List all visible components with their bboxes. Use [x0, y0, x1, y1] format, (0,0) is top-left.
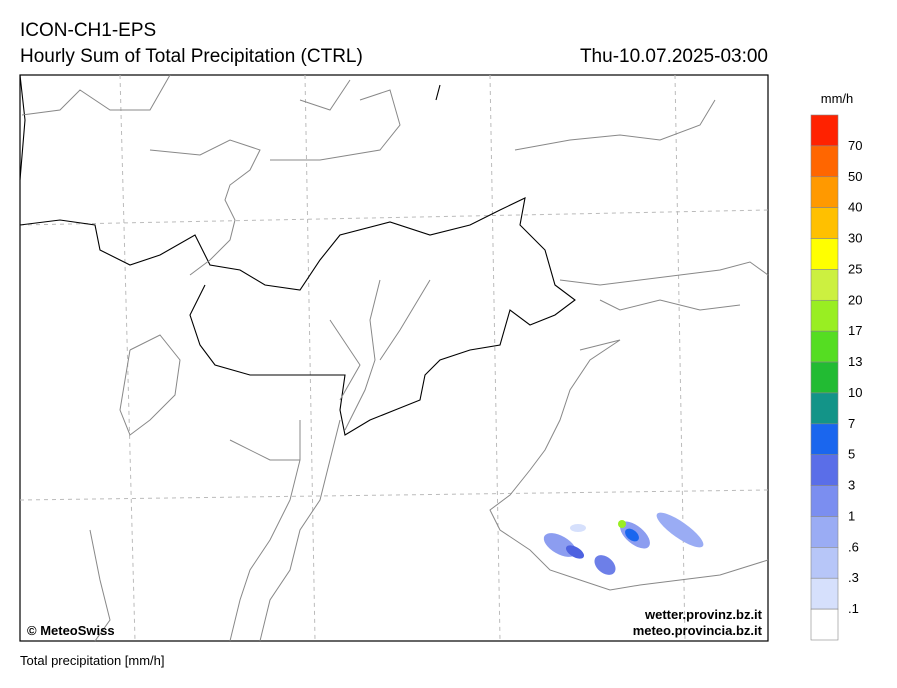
legend-label: 70 [848, 138, 862, 153]
legend-label: 20 [848, 292, 862, 307]
legend-swatch [810, 330, 839, 363]
legend-label: .6 [848, 539, 859, 554]
legend-label: .3 [848, 570, 859, 585]
legend-label: 13 [848, 354, 862, 369]
copyright: © MeteoSwiss [27, 623, 115, 638]
legend-label: 40 [848, 200, 862, 215]
legend-swatch [810, 454, 839, 486]
legend-swatch [810, 577, 839, 610]
legend-label: 30 [848, 231, 862, 246]
legend-swatch [810, 608, 839, 641]
legend-label: 10 [848, 385, 862, 400]
legend-label: .1 [848, 601, 859, 616]
legend-label: 17 [848, 323, 862, 338]
legend-label: 1 [848, 508, 855, 523]
map: © MeteoSwiss wetter.provinz.bz.it meteo.… [19, 74, 769, 642]
legend-swatch [810, 207, 839, 239]
legend-swatch [810, 392, 839, 425]
precipitation-cells [543, 512, 704, 575]
legend-label: 3 [848, 478, 855, 493]
legend-swatch [810, 423, 839, 456]
site-link: wetter.provinz.bz.it [644, 607, 763, 622]
site-link: meteo.provincia.bz.it [633, 623, 763, 638]
legend-swatch [810, 114, 839, 147]
legend-swatch [810, 547, 839, 579]
legend-swatch [810, 238, 839, 270]
legend-label: 7 [848, 416, 855, 431]
legend-label: 50 [848, 169, 862, 184]
legend-swatch [810, 269, 839, 301]
legend-label: 5 [848, 447, 855, 462]
legend-swatch [810, 145, 839, 178]
model-name: ICON-CH1-EPS [20, 20, 156, 41]
map-title: Hourly Sum of Total Precipitation (CTRL) [20, 46, 363, 67]
valid-time: Thu-10.07.2025-03:00 [580, 46, 768, 67]
legend: 70 50 40 30 25 20 17 13 10 7 5 3 1 .6 .3 .1 [810, 114, 862, 641]
footer-note: Total precipitation [mm/h] [20, 653, 165, 668]
legend-swatch [810, 361, 839, 394]
legend-swatch [810, 299, 839, 332]
legend-label: 25 [848, 261, 862, 276]
legend-swatch [810, 485, 839, 517]
legend-swatch [810, 176, 839, 208]
legend-unit: mm/h [821, 91, 854, 106]
legend-swatch [810, 516, 839, 548]
